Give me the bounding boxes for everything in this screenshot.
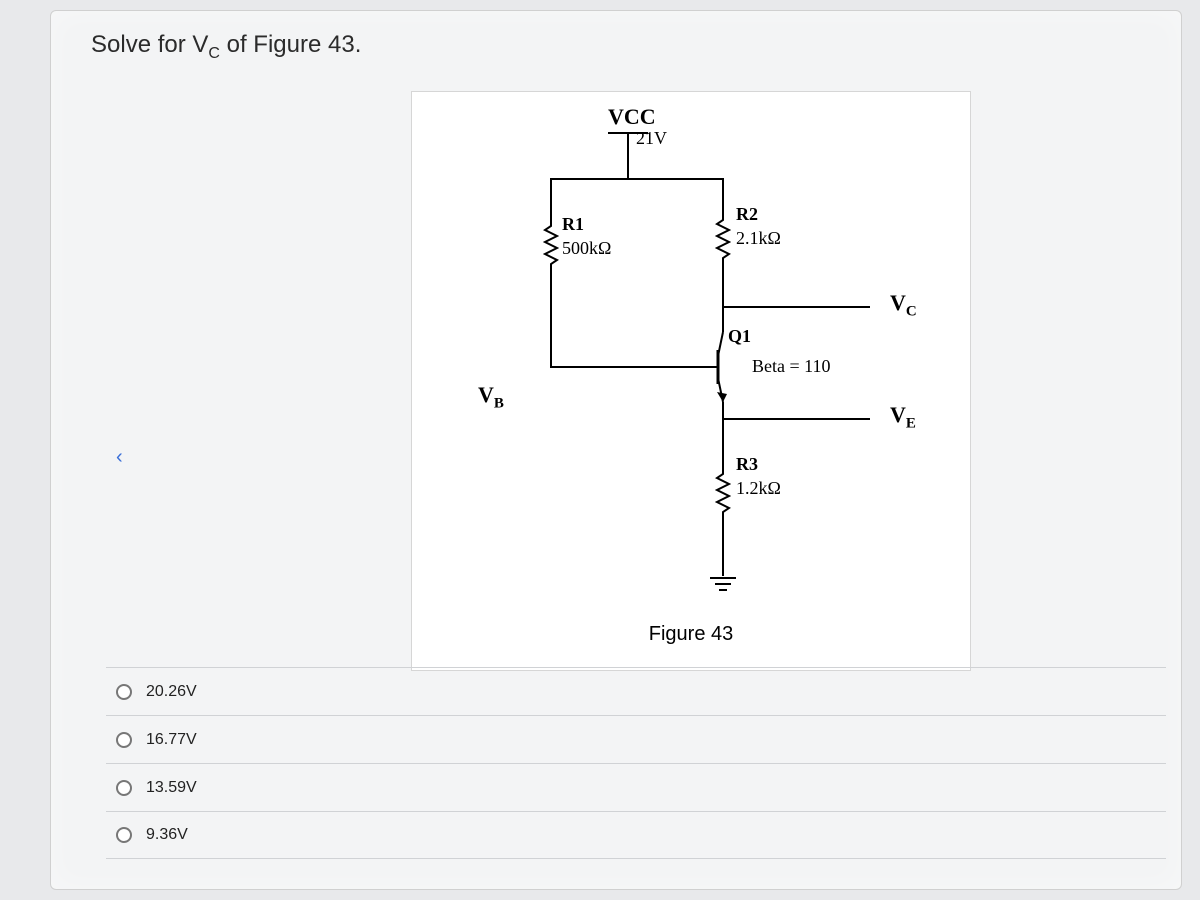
wire (722, 306, 870, 308)
wire (550, 178, 552, 222)
wire (722, 516, 724, 576)
radio-icon[interactable] (116, 732, 132, 748)
option-row[interactable]: 13.59V (106, 763, 1166, 811)
r1-resistor (543, 222, 559, 268)
answer-options: 20.26V 16.77V 13.59V 9.36V (106, 667, 1166, 859)
r1-name: R1 (562, 214, 584, 235)
radio-icon[interactable] (116, 684, 132, 700)
question-prefix: Solve for V (91, 31, 208, 58)
ve-sub: E (906, 415, 916, 431)
wire (722, 418, 870, 420)
option-label: 20.26V (146, 683, 197, 701)
radio-icon[interactable] (116, 780, 132, 796)
r2-value: 2.1kΩ (736, 228, 781, 249)
option-row[interactable]: 16.77V (106, 715, 1166, 763)
beta-label: Beta = 110 (752, 356, 830, 377)
option-row[interactable]: 9.36V (106, 811, 1166, 859)
wire (722, 178, 724, 216)
r3-value: 1.2kΩ (736, 478, 781, 499)
wire (722, 454, 724, 470)
npn-transistor-icon (698, 332, 758, 402)
r2-name: R2 (736, 204, 758, 225)
circuit-diagram: VCC 21V R1 500kΩ (412, 92, 970, 670)
radio-icon[interactable] (116, 827, 132, 843)
vc-label: VC (890, 290, 917, 320)
option-row[interactable]: 20.26V (106, 667, 1166, 715)
wire (550, 366, 704, 368)
question-subscript: C (208, 45, 220, 62)
wire (627, 132, 629, 178)
figure-43: VCC 21V R1 500kΩ (411, 91, 971, 671)
figure-caption: Figure 43 (649, 623, 734, 646)
ve-label: VE (890, 402, 916, 432)
wire (722, 262, 724, 332)
option-label: 9.36V (146, 826, 188, 844)
vc-sub: C (906, 303, 917, 319)
wire (722, 402, 724, 454)
r1-value: 500kΩ (562, 238, 611, 259)
question-suffix: of Figure 43. (220, 31, 361, 58)
vc-prefix: V (890, 290, 906, 315)
r3-name: R3 (736, 454, 758, 475)
vcc-label: VCC (608, 104, 656, 130)
vb-label: VB (478, 382, 504, 412)
r3-resistor (715, 470, 731, 516)
r2-resistor (715, 216, 731, 262)
wire (550, 178, 724, 180)
option-label: 16.77V (146, 731, 197, 749)
vb-prefix: V (478, 382, 494, 407)
chevron-left-icon[interactable]: ‹ (116, 446, 123, 469)
vb-sub: B (494, 395, 504, 411)
option-label: 13.59V (146, 779, 197, 797)
ve-prefix: V (890, 402, 906, 427)
ground-icon (708, 576, 738, 596)
question-panel: Solve for VC of Figure 43. ‹ VCC 21V R1 … (50, 10, 1182, 890)
question-text: Solve for VC of Figure 43. (91, 31, 361, 63)
wire (550, 268, 552, 366)
